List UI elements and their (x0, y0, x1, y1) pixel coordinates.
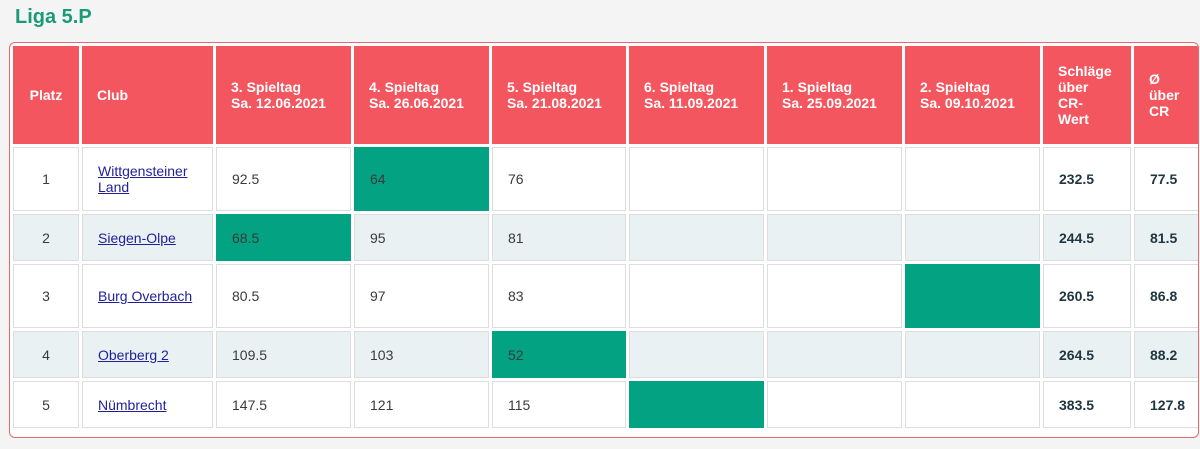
club-link[interactable]: Nümbrecht (98, 396, 167, 413)
cell-spieltag-1 (767, 264, 902, 328)
cell-spieltag-4: 97 (354, 264, 489, 328)
club-link[interactable]: Oberberg 2 (98, 346, 169, 363)
cell-avg: 88.2 (1134, 331, 1198, 378)
cell-avg: 77.5 (1134, 147, 1198, 211)
cell-club: Siegen-Olpe (82, 214, 213, 261)
cell-club: Burg Overbach (82, 264, 213, 328)
cell-spieltag-2 (905, 331, 1040, 378)
table-row: 1 Wittgensteiner Land 92.5 64 76 232.5 7… (13, 147, 1198, 211)
cell-spieltag-2 (905, 214, 1040, 261)
header-avg-l1: Ø (1149, 71, 1160, 87)
header-schlaege-l4: Wert (1058, 111, 1089, 127)
cell-schlaege-total: 260.5 (1043, 264, 1131, 328)
cell-spieltag-4: 103 (354, 331, 489, 378)
standings-table: Platz Club 3. Spieltag Sa. 12.06.2021 4. … (10, 43, 1198, 431)
cell-schlaege-total: 244.5 (1043, 214, 1131, 261)
table-row: 2 Siegen-Olpe 68.5 95 81 244.5 81.5 (13, 214, 1198, 261)
club-link[interactable]: Siegen-Olpe (98, 229, 176, 246)
cell-spieltag-2 (905, 381, 1040, 428)
header-platz: Platz (13, 46, 79, 144)
header-spieltag-1: 1. Spieltag Sa. 25.09.2021 (767, 46, 902, 144)
cell-spieltag-1 (767, 147, 902, 211)
cell-spieltag-6 (629, 331, 764, 378)
cell-spieltag-3: 68.5 (216, 214, 351, 261)
cell-spieltag-5: 52 (492, 331, 626, 378)
header-schlaege-l3: CR- (1058, 95, 1083, 111)
header-spieltag-1-date: Sa. 25.09.2021 (782, 95, 877, 111)
header-spieltag-4-date: Sa. 26.06.2021 (369, 95, 464, 111)
header-schlaege-ueber-cr: Schläge über CR- Wert (1043, 46, 1131, 144)
header-spieltag-3: 3. Spieltag Sa. 12.06.2021 (216, 46, 351, 144)
table-row: 3 Burg Overbach 80.5 97 83 260.5 86.8 (13, 264, 1198, 328)
club-link[interactable]: Wittgensteiner Land (98, 163, 188, 195)
cell-spieltag-5: 81 (492, 214, 626, 261)
cell-spieltag-6 (629, 264, 764, 328)
cell-platz: 5 (13, 381, 79, 428)
table-row: 5 Nümbrecht 147.5 121 115 383.5 127.8 (13, 381, 1198, 428)
cell-spieltag-5: 83 (492, 264, 626, 328)
cell-spieltag-6 (629, 214, 764, 261)
header-schlaege-l2: über (1058, 79, 1089, 95)
cell-spieltag-2 (905, 147, 1040, 211)
header-spieltag-2-date: Sa. 09.10.2021 (920, 95, 1015, 111)
cell-spieltag-5: 115 (492, 381, 626, 428)
header-spieltag-4-name: 4. Spieltag (369, 79, 440, 95)
cell-schlaege-total: 264.5 (1043, 331, 1131, 378)
cell-platz: 3 (13, 264, 79, 328)
cell-avg: 127.8 (1134, 381, 1198, 428)
table-header-row: Platz Club 3. Spieltag Sa. 12.06.2021 4. … (13, 46, 1198, 144)
header-spieltag-2-name: 2. Spieltag (920, 79, 991, 95)
cell-spieltag-6 (629, 381, 764, 428)
header-avg-l3: CR (1149, 103, 1170, 119)
cell-spieltag-1 (767, 214, 902, 261)
header-spieltag-1-name: 1. Spieltag (782, 79, 853, 95)
header-spieltag-6-date: Sa. 11.09.2021 (644, 95, 739, 111)
header-spieltag-2: 2. Spieltag Sa. 09.10.2021 (905, 46, 1040, 144)
header-spieltag-6-name: 6. Spieltag (644, 79, 715, 95)
header-spieltag-6: 6. Spieltag Sa. 11.09.2021 (629, 46, 764, 144)
cell-avg: 81.5 (1134, 214, 1198, 261)
header-spieltag-4: 4. Spieltag Sa. 26.06.2021 (354, 46, 489, 144)
header-spieltag-3-date: Sa. 12.06.2021 (231, 95, 326, 111)
header-spieltag-5: 5. Spieltag Sa. 21.08.2021 (492, 46, 626, 144)
cell-platz: 4 (13, 331, 79, 378)
table-row: 4 Oberberg 2 109.5 103 52 264.5 88.2 (13, 331, 1198, 378)
header-avg-l2: über (1149, 87, 1180, 103)
header-spieltag-5-name: 5. Spieltag (507, 79, 578, 95)
cell-spieltag-4: 95 (354, 214, 489, 261)
cell-club: Nümbrecht (82, 381, 213, 428)
cell-spieltag-6 (629, 147, 764, 211)
cell-spieltag-3: 147.5 (216, 381, 351, 428)
page-title: Liga 5.P (15, 6, 92, 28)
cell-platz: 1 (13, 147, 79, 211)
cell-spieltag-2 (905, 264, 1040, 328)
header-spieltag-5-date: Sa. 21.08.2021 (507, 95, 602, 111)
cell-spieltag-1 (767, 381, 902, 428)
cell-schlaege-total: 232.5 (1043, 147, 1131, 211)
cell-spieltag-3: 80.5 (216, 264, 351, 328)
cell-spieltag-4: 64 (354, 147, 489, 211)
cell-spieltag-3: 109.5 (216, 331, 351, 378)
cell-club: Oberberg 2 (82, 331, 213, 378)
club-link[interactable]: Burg Overbach (98, 288, 193, 304)
header-spieltag-3-name: 3. Spieltag (231, 79, 302, 95)
cell-schlaege-total: 383.5 (1043, 381, 1131, 428)
cell-platz: 2 (13, 214, 79, 261)
standings-table-frame: Platz Club 3. Spieltag Sa. 12.06.2021 4. … (9, 42, 1199, 438)
cell-club: Wittgensteiner Land (82, 147, 213, 211)
header-club: Club (82, 46, 213, 144)
cell-spieltag-5: 76 (492, 147, 626, 211)
cell-spieltag-4: 121 (354, 381, 489, 428)
cell-spieltag-3: 92.5 (216, 147, 351, 211)
cell-avg: 86.8 (1134, 264, 1198, 328)
cell-spieltag-1 (767, 331, 902, 378)
header-schlaege-l1: Schläge (1058, 63, 1112, 79)
